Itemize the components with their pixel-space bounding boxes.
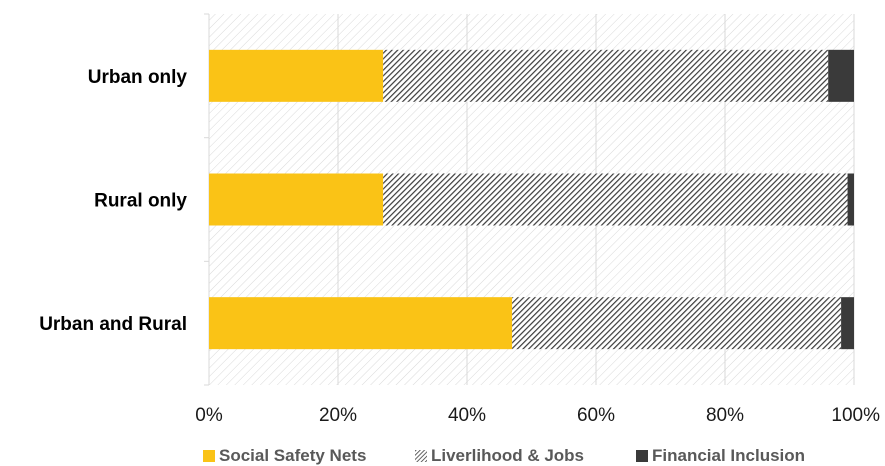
legend-label: Social Safety Nets	[219, 446, 366, 465]
bar-segment-2	[383, 49, 829, 102]
bar-segment-3	[847, 173, 854, 226]
category-label: Rural only	[94, 191, 187, 212]
x-tick-labels: 0% 20% 40% 60% 80% 100%	[195, 405, 880, 426]
x-tick-label: 40%	[448, 405, 486, 426]
bar-segment-2	[383, 173, 848, 226]
legend: Social Safety Nets Liverlihood & Jobs Fina…	[203, 446, 805, 465]
x-tick-label: 60%	[577, 405, 615, 426]
legend-label: Financial Inclusion	[652, 446, 805, 465]
legend-swatch	[203, 450, 215, 462]
x-tick-label: 80%	[706, 405, 744, 426]
category-labels: Urban only Rural only Urban and Rural	[39, 67, 187, 335]
legend-label: Liverlihood & Jobs	[431, 446, 584, 465]
x-tick-label: 20%	[319, 405, 357, 426]
bar-segment-3	[841, 297, 854, 350]
x-tick-label: 0%	[195, 405, 223, 426]
legend-swatch	[636, 450, 648, 462]
bar-segment-3	[828, 49, 854, 102]
bars	[209, 49, 854, 350]
legend-swatch	[415, 450, 427, 462]
bar-segment-1	[209, 173, 384, 226]
bar-segment-1	[209, 49, 384, 102]
category-label: Urban and Rural	[39, 314, 187, 335]
category-label: Urban only	[88, 67, 188, 88]
bar-segment-1	[209, 297, 513, 350]
bar-segment-2	[512, 297, 842, 350]
x-tick-label: 100%	[831, 405, 880, 426]
